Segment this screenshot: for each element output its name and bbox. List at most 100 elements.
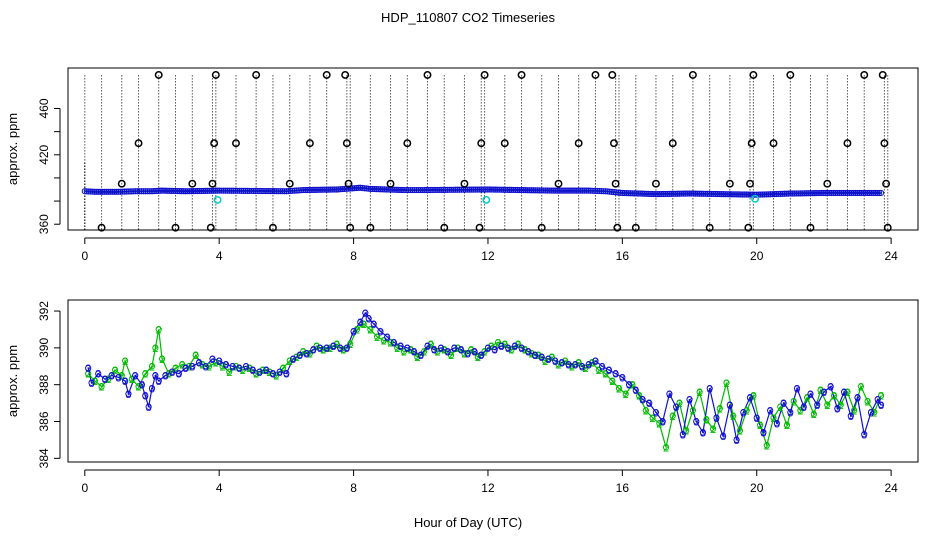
top-baseline-point bbox=[556, 187, 563, 194]
bottom-point-marker-2 bbox=[326, 344, 334, 351]
top-baseline-point bbox=[559, 187, 567, 194]
top-baseline-point bbox=[486, 186, 494, 193]
bottom-point-marker-2 bbox=[629, 381, 636, 388]
top-baseline-point bbox=[123, 188, 130, 195]
bottom-point-label-3: 3 bbox=[243, 361, 249, 373]
top-baseline-point bbox=[482, 186, 490, 193]
bottom-point-marker-3 bbox=[578, 363, 586, 370]
top-baseline-point bbox=[325, 186, 332, 193]
top-baseline-point bbox=[456, 186, 463, 193]
top-baseline-point bbox=[684, 190, 691, 197]
top-baseline-point bbox=[351, 185, 358, 192]
bottom-point-marker-3 bbox=[740, 409, 747, 416]
top-baseline-point bbox=[664, 190, 671, 198]
top-baseline-point bbox=[510, 186, 517, 194]
bottom-point-marker-2 bbox=[696, 388, 703, 396]
bottom-y-tick-label: 386 bbox=[37, 411, 51, 431]
top-baseline-point bbox=[234, 187, 241, 194]
bottom-point-label-3: 3 bbox=[646, 398, 652, 410]
top-baseline-point bbox=[474, 186, 481, 193]
top-baseline-point bbox=[144, 188, 151, 195]
bottom-point-marker-3 bbox=[115, 374, 122, 381]
top-baseline-point bbox=[134, 188, 141, 195]
bottom-point-marker-2 bbox=[709, 425, 717, 432]
top-baseline-point bbox=[660, 190, 667, 198]
bottom-point-marker-2 bbox=[783, 422, 791, 429]
top-baseline-point bbox=[842, 189, 849, 197]
top-outlier-marker bbox=[880, 139, 889, 148]
top-baseline-point bbox=[606, 188, 613, 195]
bottom-point-label-2: 2 bbox=[589, 358, 595, 370]
bottom-point-marker-2 bbox=[541, 357, 549, 364]
top-baseline-point bbox=[184, 188, 191, 195]
bottom-point-marker-3 bbox=[195, 359, 203, 366]
top-outlier-marker bbox=[252, 70, 261, 79]
bottom-point-marker-2 bbox=[454, 344, 461, 351]
top-baseline-point bbox=[440, 186, 447, 193]
top-baseline-point bbox=[668, 190, 675, 197]
bottom-point-label-3: 3 bbox=[828, 382, 834, 394]
top-baseline-point bbox=[716, 190, 723, 198]
bottom-point-label-3: 3 bbox=[216, 356, 222, 368]
top-baseline-point bbox=[600, 188, 607, 195]
bottom-point-label-2: 2 bbox=[804, 393, 810, 405]
top-baseline-point bbox=[789, 190, 796, 197]
top-baseline-point bbox=[127, 188, 135, 195]
bottom-point-marker-3 bbox=[693, 418, 700, 425]
bottom-point-marker-2 bbox=[515, 341, 522, 348]
top-baseline-point bbox=[359, 184, 366, 192]
top-baseline-point bbox=[536, 187, 543, 194]
top-baseline-point bbox=[522, 187, 529, 194]
bottom-point-marker-3 bbox=[726, 401, 733, 409]
bottom-point-label-2: 2 bbox=[475, 352, 481, 364]
top-baseline-point bbox=[250, 187, 257, 195]
bottom-point-label-3: 3 bbox=[290, 354, 296, 366]
top-baseline-point bbox=[820, 189, 828, 197]
top-baseline-point bbox=[644, 190, 652, 197]
bottom-point-label-3: 3 bbox=[142, 391, 148, 403]
bottom-point-marker-3 bbox=[343, 344, 350, 351]
top-baseline-point bbox=[164, 187, 172, 194]
bottom-point-label-3: 3 bbox=[132, 370, 138, 382]
top-baseline-point bbox=[761, 191, 768, 198]
bottom-point-label-2: 2 bbox=[260, 365, 266, 377]
top-outlier-marker bbox=[211, 70, 220, 79]
bottom-point-label-3: 3 bbox=[115, 372, 121, 384]
bottom-point-label-3: 3 bbox=[512, 341, 518, 353]
bottom-point-label-3: 3 bbox=[377, 326, 383, 338]
bottom-point-label-3: 3 bbox=[250, 365, 256, 377]
top-baseline-point bbox=[579, 187, 586, 194]
top-baseline-point bbox=[89, 188, 96, 195]
top-baseline-point bbox=[550, 187, 557, 194]
top-baseline-point bbox=[304, 186, 311, 194]
top-baseline-point bbox=[349, 185, 356, 192]
bottom-point-label-2: 2 bbox=[206, 361, 212, 373]
bottom-point-label-3: 3 bbox=[807, 389, 813, 401]
top-baseline-point bbox=[561, 187, 569, 194]
bottom-point-marker-3 bbox=[767, 407, 774, 414]
top-baseline-point bbox=[737, 191, 745, 198]
bottom-point-marker-2 bbox=[199, 361, 206, 368]
bottom-point-label-3: 3 bbox=[169, 367, 175, 379]
bottom-point-label-3: 3 bbox=[465, 348, 471, 360]
bottom-point-marker-3 bbox=[787, 409, 794, 416]
top-baseline-point bbox=[480, 186, 487, 193]
bottom-point-marker-3 bbox=[242, 363, 250, 370]
top-baseline-point bbox=[803, 190, 810, 197]
bottom-point-marker-2 bbox=[669, 412, 676, 420]
top-baseline-point bbox=[478, 186, 485, 193]
top-y-tick-label: 460 bbox=[37, 98, 51, 118]
top-outlier-marker bbox=[346, 223, 355, 232]
top-baseline-point bbox=[111, 188, 118, 195]
top-x-tick-label: 4 bbox=[216, 249, 223, 263]
bottom-point-marker-2 bbox=[810, 411, 817, 418]
bottom-point-marker-3 bbox=[384, 333, 391, 340]
top-baseline-point bbox=[747, 191, 754, 198]
top-baseline-point bbox=[723, 191, 731, 198]
top-baseline-point bbox=[117, 188, 124, 195]
bottom-point-marker-3 bbox=[222, 361, 230, 368]
bottom-point-label-3: 3 bbox=[223, 359, 229, 371]
bottom-point-marker-3 bbox=[464, 350, 471, 357]
bottom-point-label-2: 2 bbox=[387, 337, 393, 349]
top-baseline-point bbox=[617, 189, 624, 196]
